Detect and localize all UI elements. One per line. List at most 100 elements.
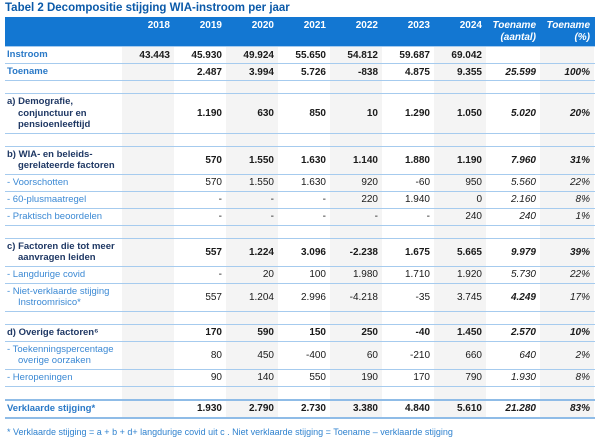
value-cell — [122, 400, 174, 417]
row-label: Toename — [7, 66, 49, 78]
spacer-cell — [540, 386, 594, 399]
spacer-cell — [174, 387, 226, 399]
value-cell: 140 — [226, 369, 278, 386]
value-cell: 20 — [226, 266, 278, 283]
table-footnote: * Verklaarde stijging = a + b + d+ langd… — [7, 426, 453, 437]
value-cell: 1% — [540, 208, 594, 225]
spacer-cell — [278, 134, 330, 146]
value-cell — [122, 174, 174, 191]
value-cell: 5.560 — [510, 177, 536, 188]
value-cell — [122, 191, 174, 208]
spacer-cell — [486, 81, 540, 93]
value-cell: 790 — [434, 369, 486, 386]
value-cell: - — [218, 211, 222, 222]
value-cell — [122, 64, 174, 80]
value-cell: 4.875 — [404, 66, 430, 78]
value-cell: 39% — [540, 238, 594, 266]
value-cell: 1.550 — [226, 146, 278, 174]
value-cell: 54.812 — [330, 47, 382, 63]
spacer-cell — [434, 225, 486, 238]
value-cell: 83% — [540, 400, 594, 417]
value-cell: 22% — [540, 266, 594, 283]
value-cell: 1.550 — [226, 174, 278, 191]
value-cell: 920 — [330, 174, 382, 191]
value-cell: 8% — [540, 191, 594, 208]
row-label: - Voorschotten — [7, 176, 69, 188]
value-cell: 1.930 — [196, 403, 222, 414]
spacer-cell — [226, 225, 278, 238]
value-cell: 45.930 — [191, 49, 222, 61]
table-row: - Langdurige covid -20 100 1.980 1.710 1.920 5… — [5, 266, 595, 284]
value-cell: 8% — [540, 369, 594, 386]
column-header-toename-aantal-: Toename (aantal) — [492, 20, 536, 43]
column-header-2021: 2021 — [303, 20, 326, 31]
row-label: Instroom — [7, 49, 48, 61]
value-cell: 557 — [205, 291, 222, 303]
value-cell: 450 — [226, 341, 278, 369]
table-row: - Voorschotten 570 1.550 1.630 920 -60 950 5.56… — [5, 174, 595, 192]
value-cell: 550 — [309, 372, 326, 383]
wia-decomposition-table: 2018 2019 2020 2021 2022 2023 2024 Toename (aant… — [5, 17, 595, 419]
value-cell: 4.249 — [510, 291, 536, 303]
value-cell: -4.218 — [330, 283, 382, 311]
value-cell: 3.380 — [330, 400, 382, 417]
column-header-2024: 2024 — [459, 20, 482, 31]
value-cell: 20% — [540, 94, 594, 133]
row-label: b) WIA- en beleids-gerelateerde factoren — [7, 148, 115, 172]
spacer-cell — [486, 134, 540, 146]
spacer-cell — [486, 387, 540, 399]
value-cell: 5.730 — [510, 269, 536, 280]
value-cell: 31% — [540, 146, 594, 174]
column-header-toename-%-: Toename (%) — [546, 20, 590, 43]
value-cell: 1.630 — [300, 177, 326, 188]
value-cell: 7.960 — [510, 154, 536, 166]
value-cell: 22% — [540, 174, 594, 191]
value-cell: 1.204 — [226, 283, 278, 311]
table-title: Tabel 2 Decompositie stijging WIA-instro… — [5, 2, 290, 14]
value-cell: 240 — [434, 208, 486, 225]
value-cell: 5.610 — [434, 400, 486, 417]
spacer-cell — [382, 226, 434, 238]
column-header-2023: 2023 — [407, 20, 430, 31]
value-cell: -2.238 — [330, 238, 382, 266]
value-cell: 950 — [434, 174, 486, 191]
table-row: - 60-plusmaatregel - - -220 1.940 0 2.160 8% — [5, 191, 595, 209]
value-cell: 570 — [205, 154, 222, 166]
value-cell: 4.840 — [404, 403, 430, 414]
spacer-cell — [122, 133, 174, 146]
value-cell: - — [226, 208, 278, 225]
spacer-cell — [278, 312, 330, 324]
spacer-cell — [174, 312, 226, 324]
table-body: Instroom 43.443 45.930 49.924 55.650 54.812 59… — [5, 46, 595, 419]
value-cell: 220 — [330, 191, 382, 208]
spacer-cell — [226, 386, 278, 399]
row-label: d) Overige factoren⁶ — [7, 326, 99, 338]
spacer-cell — [278, 387, 330, 399]
value-cell: 3.096 — [300, 246, 326, 258]
spacer-cell — [540, 81, 594, 93]
value-cell — [122, 94, 174, 133]
table-row: c) Factoren die tot meer aanvragen leide… — [5, 238, 595, 267]
value-cell — [122, 146, 174, 174]
row-label: - Langdurige covid — [7, 268, 86, 280]
value-cell: 250 — [330, 324, 382, 341]
value-cell: 2% — [540, 341, 594, 369]
value-cell: 850 — [309, 107, 326, 119]
spacer-cell — [540, 225, 594, 238]
value-cell: - — [322, 194, 326, 205]
value-cell: 1.710 — [404, 269, 430, 280]
value-cell: 60 — [330, 341, 382, 369]
row-label: - Heropeningen — [7, 371, 73, 383]
value-cell: 1.940 — [404, 194, 430, 205]
spacer-cell — [122, 81, 174, 93]
row-label: c) Factoren die tot meer aanvragen leide… — [7, 240, 115, 264]
row-label: Verklaarde stijging* — [7, 402, 96, 414]
value-cell: -60 — [415, 177, 430, 188]
value-cell: 590 — [226, 324, 278, 341]
row-label: - Niet-verklaarde stijging Instroomrisic… — [7, 285, 110, 309]
spacer-cell — [330, 386, 382, 399]
value-cell: 1.190 — [434, 146, 486, 174]
value-cell: 1.920 — [434, 266, 486, 283]
value-cell: 1.290 — [404, 107, 430, 119]
